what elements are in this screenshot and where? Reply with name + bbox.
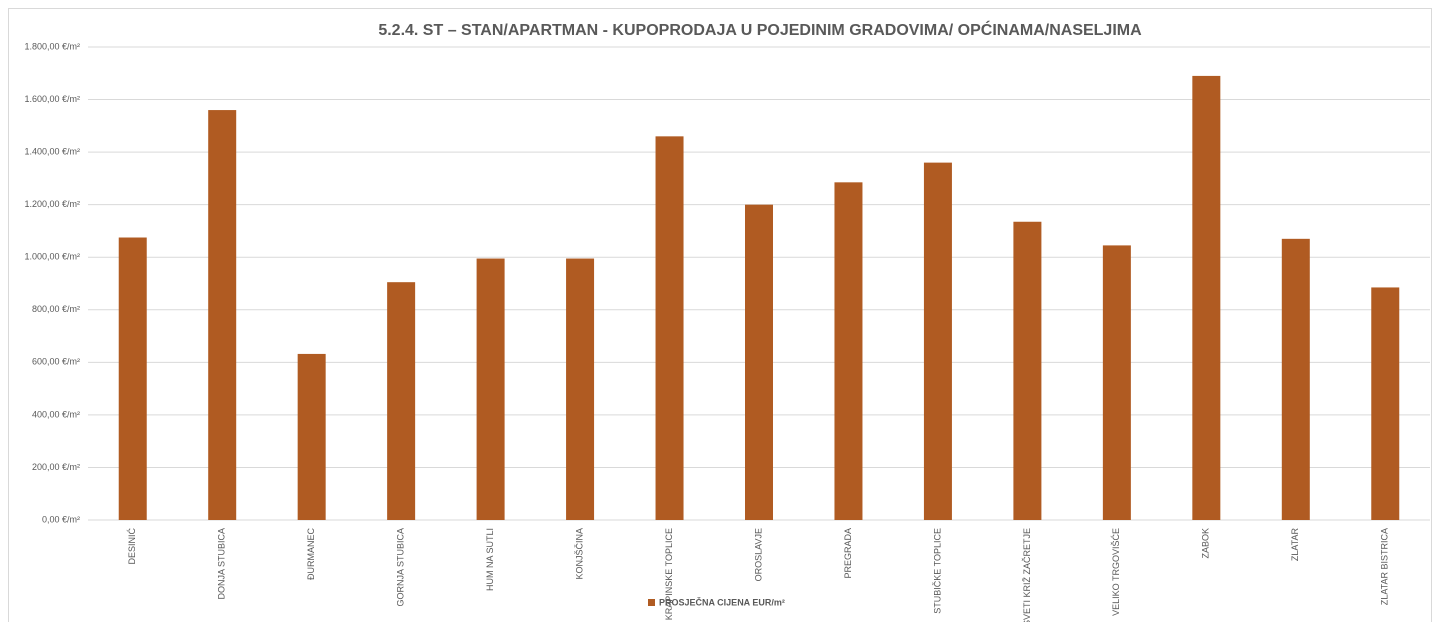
- bar: [1192, 75, 1221, 521]
- bar: [1013, 221, 1042, 520]
- x-tick-label: KRAPINSKE TOPLICE: [664, 528, 674, 620]
- bar: [923, 162, 952, 520]
- y-tick-label: 1.400,00 €/m²: [24, 146, 80, 156]
- y-tick-label: 0,00 €/m²: [42, 514, 80, 524]
- x-tick-label: GORNJA STUBICA: [396, 528, 406, 607]
- x-tick-label: ĐURMANEC: [306, 528, 316, 581]
- y-tick-label: 400,00 €/m²: [32, 409, 80, 419]
- bar: [387, 282, 416, 520]
- x-tick-label: ZABOK: [1201, 528, 1211, 559]
- bar: [297, 353, 326, 520]
- bar: [1371, 287, 1400, 520]
- legend-label: PROSJEČNA CIJENA EUR/m²: [659, 596, 785, 607]
- x-tick-label: HUM NA SUTLI: [485, 528, 495, 591]
- legend-swatch: [648, 599, 655, 606]
- x-tick-label: DONJA STUBICA: [217, 528, 227, 600]
- x-tick-label: PREGRADA: [843, 528, 853, 579]
- x-tick-label: DESINIĆ: [127, 528, 137, 565]
- bar: [655, 136, 684, 520]
- x-tick-label: SVETI KRIŽ ZAČRETJE: [1022, 528, 1032, 622]
- bar: [208, 110, 237, 521]
- y-tick-label: 200,00 €/m²: [32, 462, 80, 472]
- y-tick-label: 1.000,00 €/m²: [24, 252, 80, 262]
- bar: [476, 258, 505, 520]
- chart-title: 5.2.4. ST – STAN/APARTMAN - KUPOPRODAJA …: [378, 20, 1142, 39]
- bar: [834, 182, 863, 520]
- bar: [118, 237, 147, 520]
- x-tick-label: ZLATAR BISTRICA: [1380, 528, 1390, 605]
- x-tick-label: STUBIČKE TOPLICE: [932, 528, 942, 614]
- y-tick-label: 800,00 €/m²: [32, 304, 80, 314]
- bar: [566, 258, 595, 520]
- y-tick-label: 1.800,00 €/m²: [24, 41, 80, 51]
- bar: [1281, 238, 1310, 521]
- bar: [745, 204, 773, 520]
- x-tick-label: ZLATAR: [1290, 528, 1300, 562]
- y-tick-label: 1.600,00 €/m²: [24, 94, 80, 104]
- x-tick-label: VELIKO TRGOVIŠĆE: [1111, 528, 1121, 616]
- y-tick-label: 600,00 €/m²: [32, 357, 80, 367]
- x-tick-label: KONJŠČINA: [574, 528, 584, 580]
- y-tick-label: 1.200,00 €/m²: [24, 199, 80, 209]
- bar: [1102, 245, 1131, 520]
- x-tick-label: OROSLAVJE: [753, 528, 763, 581]
